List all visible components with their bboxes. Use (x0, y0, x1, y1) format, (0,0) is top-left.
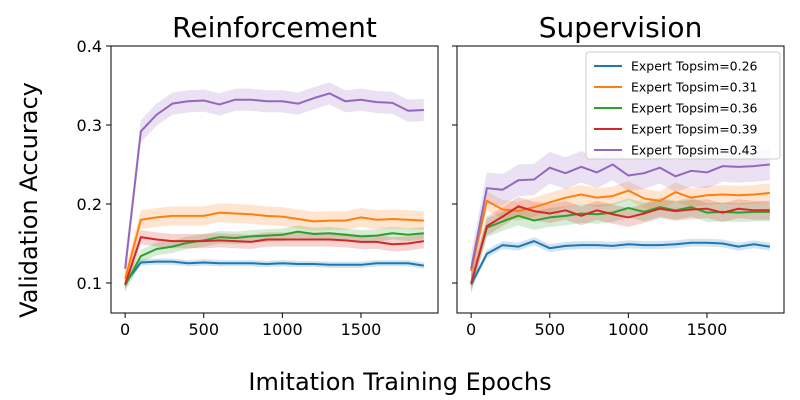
axes-frame (456, 45, 785, 314)
x-tick-label: 1000 (262, 320, 303, 339)
y-tick-label: 0.1 (77, 274, 102, 293)
band-expert-topsim-0-36 (471, 197, 770, 293)
band-expert-topsim-0-43 (125, 82, 424, 280)
legend-label: Expert Topsim=0.31 (631, 80, 758, 95)
legend-label: Expert Topsim=0.39 (631, 122, 758, 137)
line-expert-topsim-0-36 (124, 230, 424, 286)
y-tick-label: 0.4 (77, 37, 102, 56)
line-expert-topsim-0-31 (470, 189, 770, 272)
line-expert-topsim-0-39 (470, 205, 770, 285)
panel-title: Supervision (539, 11, 703, 44)
band-expert-topsim-0-43 (471, 148, 770, 285)
x-tick-label: 500 (188, 320, 219, 339)
legend-label: Expert Topsim=0.26 (631, 59, 758, 74)
x-tick-label: 1500 (341, 320, 382, 339)
band-expert-topsim-0-31 (125, 203, 424, 289)
line-expert-topsim-0-31 (124, 211, 424, 280)
line-expert-topsim-0-43 (124, 92, 424, 269)
band-expert-topsim-0-39 (125, 230, 424, 292)
legend: Expert Topsim=0.26 Expert Topsim=0.31 Expe… (585, 51, 781, 160)
x-tick-label: 1000 (608, 320, 649, 339)
axes-frame (110, 45, 439, 314)
panel-reinforcement: Reinforcement 0 500 1000 1500 0.1 0.2 0.3 0.4 (77, 11, 439, 339)
panel-title: Reinforcement (172, 11, 377, 44)
line-expert-topsim-0-26 (124, 260, 424, 284)
band-expert-topsim-0-39 (471, 196, 770, 294)
y-tick-label: 0.2 (77, 195, 102, 214)
y-tick-label: 0.3 (77, 116, 102, 135)
y-axis-title: Validation Accuracy (15, 82, 43, 318)
legend-label: Expert Topsim=0.36 (631, 101, 758, 116)
line-expert-topsim-0-39 (124, 236, 424, 285)
band-expert-topsim-0-31 (471, 181, 770, 281)
x-tick-label: 1500 (687, 320, 728, 339)
x-tick-label: 0 (120, 320, 130, 339)
panel-supervision: Supervision 0 500 1000 1500 Expert Topsim=0.2… (452, 11, 785, 339)
x-tick-label: 0 (466, 320, 476, 339)
x-tick-label: 500 (534, 320, 565, 339)
legend-box (585, 51, 781, 160)
legend-label: Expert Topsim=0.43 (631, 143, 758, 158)
line-expert-topsim-0-43 (470, 163, 770, 269)
x-axis-title: Imitation Training Epochs (248, 368, 551, 396)
line-expert-topsim-0-26 (470, 240, 770, 286)
band-expert-topsim-0-26 (471, 237, 770, 289)
